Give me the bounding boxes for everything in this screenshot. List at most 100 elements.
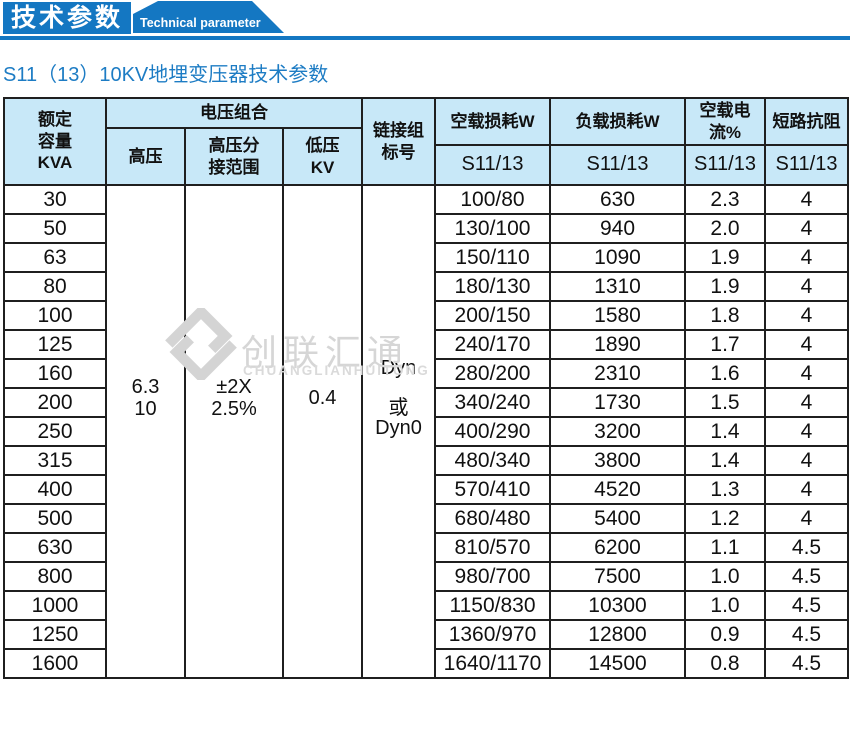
cell-load-loss: 6200 [549,532,686,563]
cell-load-loss: 940 [549,213,686,244]
cell-hv-merged: 6.3 10 [105,184,186,679]
cell-no-load-loss: 680/480 [434,503,551,534]
cell-kva: 160 [3,358,107,389]
cell-kva: 630 [3,532,107,563]
cell-lv-merged: 0.4 [282,184,363,679]
table-row: 30 6.3 10 ±2X 2.5% 0.4 Dyn 或 Dyn0 100/80… [3,184,849,679]
hv-value: 6.3 10 [131,375,160,420]
table-row: 250 400/290 3200 1.4 4 [3,416,849,447]
cell-no-load-loss: 1640/1170 [434,648,551,679]
header-load-loss: 负载损耗W [549,97,686,146]
cell-no-load-loss: 1150/830 [434,590,551,621]
cell-no-load-loss: 400/290 [434,416,551,447]
cell-no-load-current: 2.0 [684,213,766,244]
banner-title-cn: 技术参数 [10,4,123,32]
cell-load-loss: 1310 [549,271,686,302]
cell-load-loss: 5400 [549,503,686,534]
cell-load-loss: 630 [549,184,686,215]
cell-no-load-loss: 980/700 [434,561,551,592]
cell-no-load-current: 1.4 [684,416,766,447]
banner-title-en: Technical parameter [140,16,261,30]
cell-kva: 1000 [3,590,107,621]
cell-load-loss: 3200 [549,416,686,447]
cell-no-load-loss: 480/340 [434,445,551,476]
cell-impedance: 4.5 [764,619,849,650]
cell-load-loss: 1730 [549,387,686,418]
table-row: 800 980/700 7500 1.0 4.5 [3,561,849,592]
cell-kva: 1600 [3,648,107,679]
cell-impedance: 4.5 [764,561,849,592]
cell-kva: 400 [3,474,107,505]
header-capacity: 额定 容量 KVA [3,97,107,186]
cell-impedance: 4 [764,358,849,389]
cell-impedance: 4 [764,329,849,360]
page-title: S11（13）10KV地埋变压器技术参数 [3,64,329,86]
table-row: 1000 1150/830 10300 1.0 4.5 [3,590,849,621]
cell-no-load-current: 1.0 [684,561,766,592]
cell-no-load-current: 1.9 [684,271,766,302]
cell-no-load-current: 1.4 [684,445,766,476]
cell-kva: 80 [3,271,107,302]
cell-no-load-loss: 280/200 [434,358,551,389]
cell-load-loss: 4520 [549,474,686,505]
header-no-load-loss: 空载损耗W [434,97,551,146]
table-body: 30 6.3 10 ±2X 2.5% 0.4 Dyn 或 Dyn0 100/80… [3,184,849,679]
table-row: 160 280/200 2310 1.6 4 [3,358,849,389]
cell-kva: 100 [3,300,107,331]
cell-load-loss: 7500 [549,561,686,592]
cell-kva: 125 [3,329,107,360]
cell-kva: 30 [3,184,107,215]
header-voltage-group: 电压组合 [105,97,363,129]
cell-no-load-current: 1.9 [684,242,766,273]
cell-load-loss: 12800 [549,619,686,650]
cell-impedance: 4 [764,387,849,418]
header-row-3: S11/13 S11/13 S11/13 S11/13 [4,144,849,186]
table-row: 400 570/410 4520 1.3 4 [3,474,849,505]
cell-no-load-current: 1.2 [684,503,766,534]
cell-kva: 200 [3,387,107,418]
cell-kva: 50 [3,213,107,244]
table-row: 63 150/110 1090 1.9 4 [3,242,849,273]
cell-no-load-current: 1.1 [684,532,766,563]
cell-kva: 800 [3,561,107,592]
table-row: 630 810/570 6200 1.1 4.5 [3,532,849,563]
subheader-load-loss: S11/13 [549,144,686,186]
cell-no-load-loss: 200/150 [434,300,551,331]
cell-connection-merged: Dyn 或 Dyn0 [361,184,436,679]
cell-impedance: 4 [764,416,849,447]
cell-kva: 315 [3,445,107,476]
cell-no-load-current: 1.3 [684,474,766,505]
cell-load-loss: 2310 [549,358,686,389]
cell-load-loss: 1090 [549,242,686,273]
cell-impedance: 4 [764,213,849,244]
cell-impedance: 4.5 [764,590,849,621]
cell-impedance: 4 [764,242,849,273]
parameters-table-wrap: 额定 容量 KVA 电压组合 链接组 标号 空载损耗W 负载损耗W 空载电流% … [3,97,849,679]
banner-ribbon-shape [133,1,284,33]
subheader-no-load-loss: S11/13 [434,144,551,186]
cell-no-load-current: 2.3 [684,184,766,215]
table-row: 315 480/340 3800 1.4 4 [3,445,849,476]
table-row: 80 180/130 1310 1.9 4 [3,271,849,302]
cell-kva: 500 [3,503,107,534]
connection-value: Dyn 或 Dyn0 [375,356,422,439]
cell-hv-tap-merged: ±2X 2.5% [184,184,284,679]
cell-load-loss: 14500 [549,648,686,679]
header-impedance: 短路抗阻 [764,97,849,146]
cell-no-load-current: 1.5 [684,387,766,418]
cell-no-load-current: 1.8 [684,300,766,331]
cell-impedance: 4 [764,445,849,476]
lv-value: 0.4 [308,386,337,409]
banner-underline [0,36,850,40]
header-hv-tap: 高压分 接范围 [184,127,284,186]
cell-impedance: 4 [764,300,849,331]
cell-no-load-loss: 100/80 [434,184,551,215]
parameters-table: 额定 容量 KVA 电压组合 链接组 标号 空载损耗W 负载损耗W 空载电流% … [3,97,849,679]
table-header: 额定 容量 KVA 电压组合 链接组 标号 空载损耗W 负载损耗W 空载电流% … [3,97,849,186]
cell-impedance: 4.5 [764,648,849,679]
subheader-impedance: S11/13 [764,144,849,186]
cell-no-load-current: 1.7 [684,329,766,360]
top-banner: 技术参数 Technical parameter [0,0,850,42]
cell-no-load-current: 0.9 [684,619,766,650]
cell-kva: 63 [3,242,107,273]
